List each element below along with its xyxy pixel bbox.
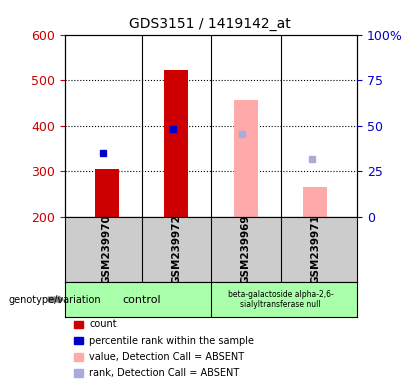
Text: percentile rank within the sample: percentile rank within the sample xyxy=(89,336,254,346)
Bar xyxy=(303,187,328,217)
Text: GDS3151 / 1419142_at: GDS3151 / 1419142_at xyxy=(129,17,291,31)
Text: value, Detection Call = ABSENT: value, Detection Call = ABSENT xyxy=(89,352,244,362)
Bar xyxy=(164,70,189,217)
Text: count: count xyxy=(89,319,117,329)
Bar xyxy=(234,100,258,217)
Text: GSM239972: GSM239972 xyxy=(171,215,181,285)
Text: GSM239971: GSM239971 xyxy=(310,215,320,285)
Text: control: control xyxy=(122,295,161,305)
Text: genotype/variation: genotype/variation xyxy=(8,295,101,305)
Text: rank, Detection Call = ABSENT: rank, Detection Call = ABSENT xyxy=(89,368,239,378)
Text: GSM239969: GSM239969 xyxy=(241,215,251,284)
Bar xyxy=(94,169,119,217)
Text: GSM239970: GSM239970 xyxy=(102,215,112,285)
Text: beta-galactoside alpha-2,6-
sialyltransferase null: beta-galactoside alpha-2,6- sialyltransf… xyxy=(228,290,333,309)
